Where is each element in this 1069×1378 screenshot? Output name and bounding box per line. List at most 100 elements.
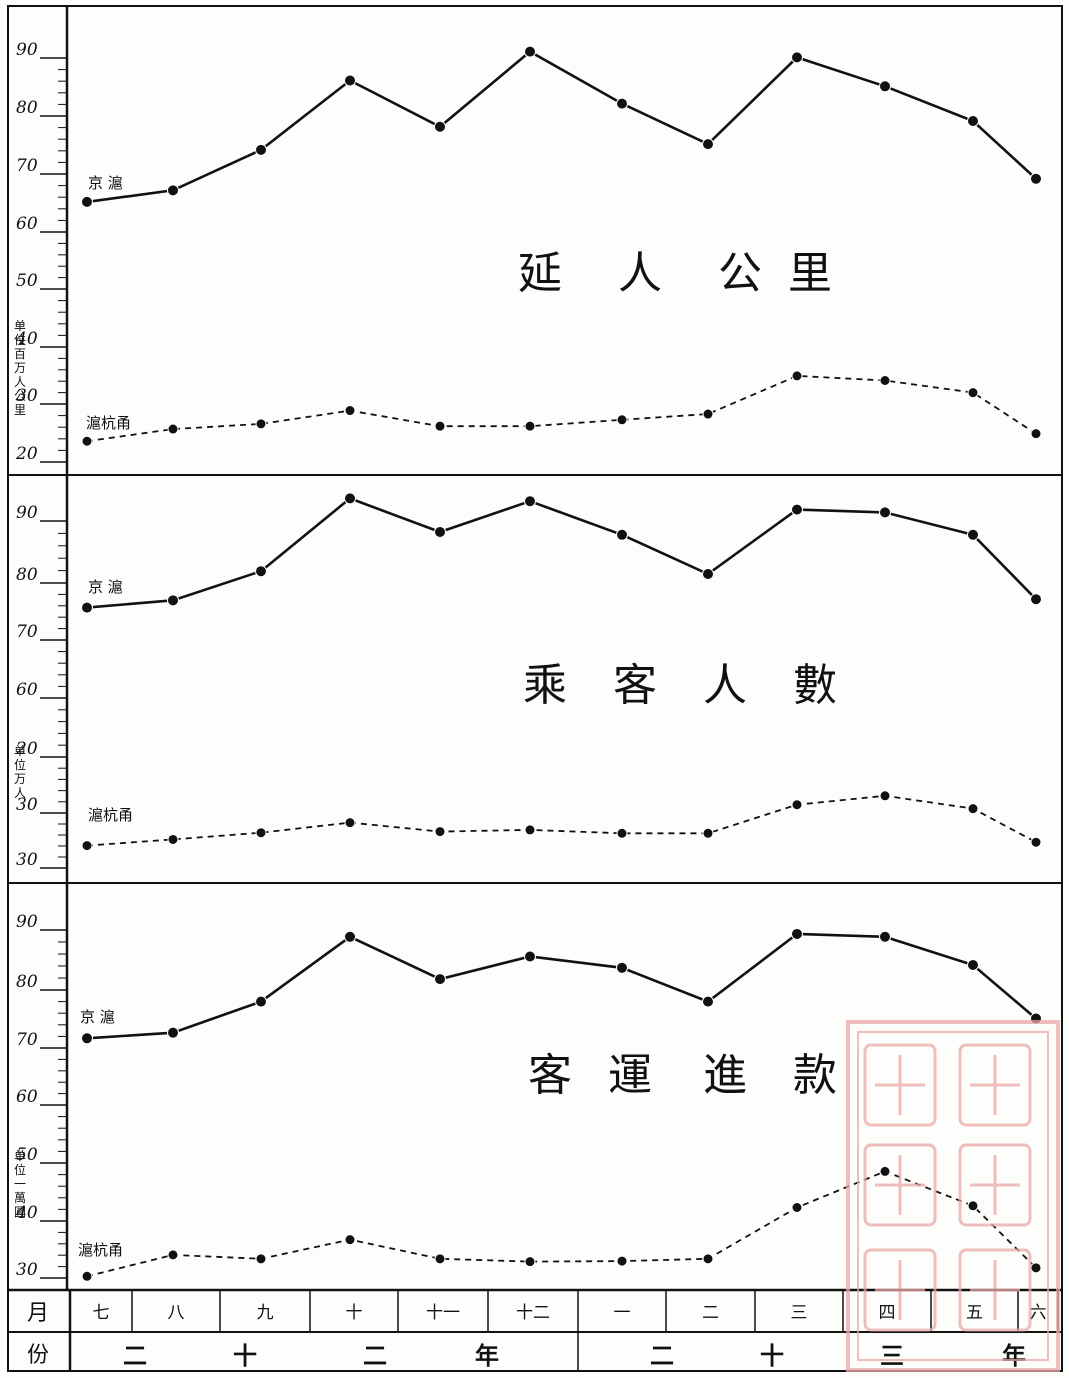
unit-label-char: 百 [14,347,26,361]
data-point [791,503,803,516]
month-label: 四 [879,1303,896,1323]
data-point [434,1253,446,1265]
month-label: 十一 [426,1303,460,1323]
unit-label-char: 单 [14,1149,26,1163]
data-point [344,930,356,943]
data-point [524,950,536,963]
data-point [524,495,536,508]
unit-label-char: 位 [14,757,26,772]
series-label: 京 滬 [88,578,123,596]
data-point [702,995,714,1008]
data-point [167,423,179,435]
unit-label-char: 万 [14,361,26,375]
data-point [524,824,536,836]
y-tick-label: 90 [16,503,38,523]
seal-glyph [863,1248,937,1332]
data-point [702,1253,714,1265]
month-label: 五 [966,1303,983,1323]
month-label: 十 [346,1303,363,1323]
year-label: 三 [880,1341,904,1370]
series-line-huhangyong [86,794,1037,847]
data-point [616,961,628,974]
data-point [967,1200,979,1212]
unit-label-char: 位 [14,1162,26,1177]
data-point [702,408,714,420]
month-label: 九 [257,1303,274,1323]
data-point [255,1253,267,1265]
month-label: 一 [614,1303,631,1323]
seal-inner-border [857,1031,1049,1361]
data-point [255,827,267,839]
series-label: 京 滬 [80,1008,115,1026]
data-point [879,506,891,519]
unit-label-char: 人 [14,375,26,389]
data-point [1030,428,1042,440]
chart-title-char: 公 [718,248,762,299]
data-point [616,827,628,839]
data-point [167,1026,179,1039]
series-line-huhangyong [86,374,1037,443]
panel-2: 30302060708090单位万人乘客人數京 滬滬杭甬 [14,492,1042,870]
chart-title-char: 款 [793,1050,837,1101]
y-tick-label: 30 [16,850,38,870]
data-point [1030,1262,1042,1274]
data-point [434,526,446,538]
data-point [1030,593,1042,606]
seal-glyph [863,1043,937,1127]
unit-label-char: 万 [14,772,26,786]
month-label: 三 [791,1303,808,1323]
data-point [524,45,536,58]
data-point [879,930,891,943]
data-point [434,826,446,838]
y-tick-label: 40 [15,329,38,349]
data-point [344,405,356,417]
data-point [167,833,179,845]
unit-label-char: 圓 [14,1205,26,1219]
data-point [616,97,628,110]
data-point [255,143,267,156]
data-point [1030,836,1042,848]
data-point [879,790,891,802]
y-tick-label: 70 [16,622,38,642]
unit-label-char: 一 [14,1177,26,1191]
y-tick-label: 20 [15,444,38,464]
y-tick-label: 70 [16,156,38,176]
data-point [344,817,356,829]
data-point [879,375,891,387]
year-label: 二 [363,1341,387,1370]
y-tick-label: 30 [16,1260,38,1280]
month-label: 十二 [516,1303,550,1323]
data-point [702,827,714,839]
data-point [167,1249,179,1261]
data-point [524,1256,536,1268]
data-point [81,840,93,852]
unit-label-char: 单 [14,744,26,758]
seal-border [846,1020,1060,1372]
y-tick-label: 80 [16,565,38,585]
data-point [702,568,714,580]
chart-title-char: 進 [703,1050,747,1101]
data-point [791,370,803,382]
outer-frame [7,5,1063,1372]
chart-title-char: 運 [608,1050,652,1101]
data-point [81,601,93,614]
data-point [524,420,536,432]
year-header: 份 [27,1343,49,1368]
data-point [791,927,803,940]
y-tick-label: 60 [16,680,38,700]
data-point [616,528,628,541]
data-point [81,195,93,208]
seal-glyph [958,1248,1032,1332]
chart-title-char: 客 [613,660,657,711]
data-point [81,1270,93,1282]
unit-label-char: 单 [14,319,26,333]
data-point [255,565,267,578]
seal-glyph [958,1143,1032,1227]
year-label: 二 [123,1341,147,1370]
data-point [967,803,979,815]
y-tick-label: 80 [16,972,38,992]
y-tick-label: 60 [16,1087,38,1107]
data-point [255,995,267,1008]
data-point [791,799,803,811]
y-tick-label: 80 [16,98,38,118]
